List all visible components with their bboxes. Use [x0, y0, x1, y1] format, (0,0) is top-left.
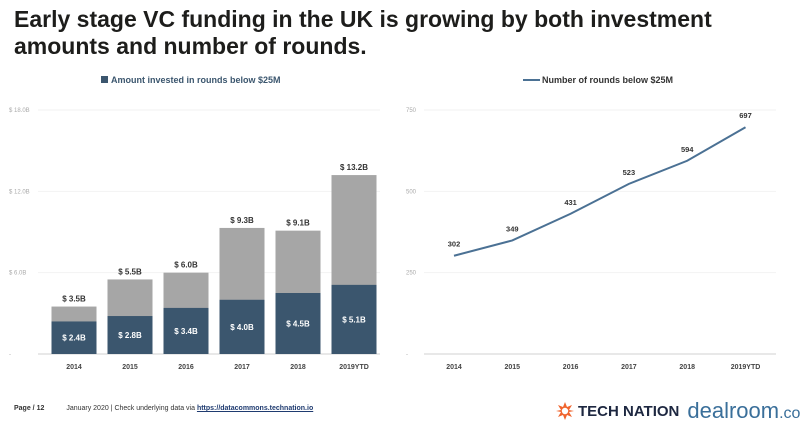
data-label: 697	[739, 111, 752, 120]
x-tick-label: 2014	[446, 364, 462, 371]
bar-amount	[107, 316, 153, 354]
data-label-amount: $ 5.1B	[342, 315, 366, 324]
x-tick-label: 2016	[178, 364, 194, 371]
footer-text: January 2020 | Check underlying data via	[66, 405, 197, 412]
legend-label: Number of rounds below $25M	[542, 75, 673, 85]
data-label: 302	[448, 240, 461, 249]
page-title: Early stage VC funding in the UK is grow…	[14, 6, 712, 59]
y-tick-label: 500	[406, 189, 417, 195]
dealroom-suffix: .co	[779, 405, 801, 422]
datacommons-link[interactable]: https://datacommons.technation.io	[196, 405, 314, 412]
data-label: 349	[506, 224, 519, 233]
y-tick-label: 750	[406, 108, 417, 114]
x-tick-label: 2017	[621, 364, 637, 371]
tech-nation-text: TECH NATION	[578, 402, 680, 420]
data-label-total: $ 9.1B	[286, 219, 310, 228]
legend-label: Amount invested in rounds below $25M	[111, 75, 281, 85]
x-tick-label: 2015	[122, 364, 138, 371]
data-label-total: $ 6.0B	[174, 261, 198, 270]
data-label-amount: $ 3.4B	[174, 327, 198, 336]
data-label-amount: $ 2.8B	[118, 331, 142, 340]
data-label-total: $ 3.5B	[62, 295, 86, 304]
bar-amount	[331, 284, 377, 354]
data-label-amount: $ 4.0B	[230, 323, 254, 332]
data-label-total: $ 9.3B	[230, 216, 254, 225]
bar-amount	[51, 321, 97, 354]
dealroom-logo: dealroom.co	[687, 398, 800, 424]
x-tick-label: 2014	[66, 364, 82, 371]
data-label: 523	[623, 168, 636, 177]
data-label-total: $ 13.2B	[340, 163, 368, 172]
data-label-amount: $ 4.5B	[286, 320, 310, 329]
x-tick-label: 2015	[505, 364, 521, 371]
bar-amount	[219, 299, 265, 354]
y-tick-label: -	[9, 352, 11, 358]
y-tick-label: 250	[406, 271, 417, 277]
series-line	[453, 126, 746, 257]
bar-amount	[275, 293, 321, 354]
x-tick-label: 2016	[563, 364, 579, 371]
x-tick-label: 2018	[679, 364, 695, 371]
data-label: 594	[681, 145, 694, 154]
footer: Page / 12 January 2020 | Check underlyin…	[14, 405, 313, 412]
logos: TECH NATION dealroom.co	[556, 398, 800, 424]
legend-swatch	[101, 76, 108, 83]
x-tick-label: 2019YTD	[339, 364, 369, 371]
x-tick-label: 2017	[234, 364, 250, 371]
sun-icon	[556, 402, 574, 420]
data-label: 431	[564, 198, 577, 207]
y-tick-label: $ 18.0B	[9, 108, 30, 114]
bar-amount	[163, 307, 209, 354]
tech-nation-logo: TECH NATION	[556, 402, 679, 420]
y-tick-label: -	[406, 352, 408, 358]
x-tick-label: 2018	[290, 364, 306, 371]
data-label-amount: $ 2.4B	[62, 334, 86, 343]
data-label-total: $ 5.5B	[118, 267, 142, 276]
y-tick-label: $ 12.0B	[9, 189, 30, 195]
dealroom-text: dealroom	[687, 398, 780, 423]
page-number: Page / 12	[14, 405, 45, 412]
y-tick-label: $ 6.0B	[9, 271, 26, 277]
x-tick-label: 2019YTD	[731, 364, 761, 371]
